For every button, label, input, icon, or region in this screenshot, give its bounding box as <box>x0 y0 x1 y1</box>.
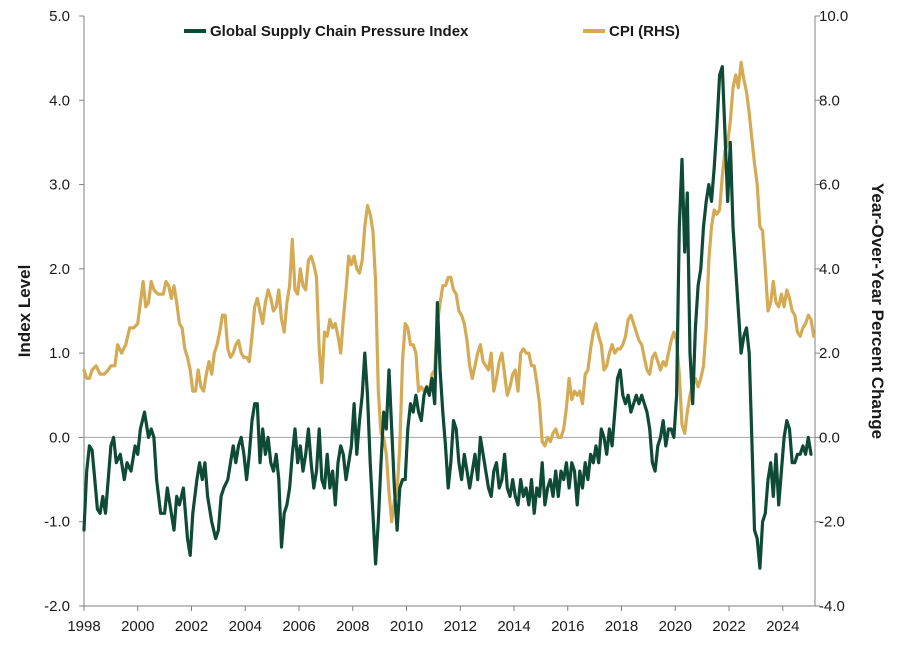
y-right-axis-title: Year-Over-Year Percent Change <box>868 183 887 439</box>
series-layer <box>82 60 816 570</box>
x-tick-label: 2012 <box>444 618 477 635</box>
x-tick-label: 2018 <box>605 618 638 635</box>
y-right-tick-label: 8.0 <box>819 92 840 109</box>
x-ticks: 1998 2000 2002 2004 2006 2008 2010 2012 2014 2016… <box>67 606 799 635</box>
x-tick-label: 2020 <box>659 618 692 635</box>
x-tick-label: 2016 <box>551 618 584 635</box>
y-right-tick-label: -4.0 <box>819 598 845 615</box>
y-left-ticks: -2.0 -1.0 0.0 1.0 2.0 3.0 4.0 5.0 <box>44 8 84 615</box>
y-left-tick-label: 4.0 <box>49 92 70 109</box>
y-left-tick-label: -1.0 <box>44 514 70 531</box>
y-right-ticks: -4.0 -2.0 0.0 2.0 4.0 6.0 8.0 10.0 <box>815 8 848 615</box>
y-right-tick-label: -2.0 <box>819 514 845 531</box>
y-left-tick-label: 2.0 <box>49 261 70 278</box>
y-left-tick-label: 5.0 <box>49 8 70 25</box>
legend-label-cpi: CPI (RHS) <box>609 23 680 40</box>
x-tick-label: 2014 <box>497 618 530 635</box>
series-line-cpi <box>82 60 816 524</box>
x-tick-label: 2022 <box>712 618 745 635</box>
legend: Global Supply Chain Pressure Index CPI (… <box>184 23 680 40</box>
y-right-tick-label: 0.0 <box>819 429 840 446</box>
x-tick-label: 2010 <box>390 618 423 635</box>
x-tick-label: 1998 <box>67 618 100 635</box>
x-tick-label: 2008 <box>336 618 369 635</box>
x-tick-label: 2000 <box>121 618 154 635</box>
y-right-tick-label: 4.0 <box>819 261 840 278</box>
y-left-tick-label: 3.0 <box>49 177 70 194</box>
x-tick-label: 2006 <box>282 618 315 635</box>
series-line-gscpi <box>82 64 813 570</box>
x-tick-label: 2024 <box>766 618 799 635</box>
x-tick-label: 2004 <box>229 618 262 635</box>
y-left-tick-label: 1.0 <box>49 345 70 362</box>
y-left-tick-label: -2.0 <box>44 598 70 615</box>
x-tick-label: 2002 <box>175 618 208 635</box>
y-left-axis-title: Index Level <box>15 265 34 358</box>
y-left-tick-label: 0.0 <box>49 429 70 446</box>
y-right-tick-label: 10.0 <box>819 8 848 25</box>
legend-label-gscpi: Global Supply Chain Pressure Index <box>210 23 469 40</box>
y-right-tick-label: 2.0 <box>819 345 840 362</box>
y-right-tick-label: 6.0 <box>819 177 840 194</box>
